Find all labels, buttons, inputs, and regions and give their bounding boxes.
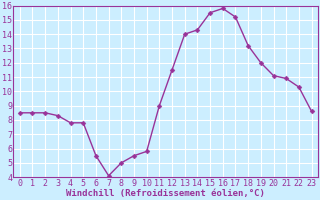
X-axis label: Windchill (Refroidissement éolien,°C): Windchill (Refroidissement éolien,°C) — [66, 189, 265, 198]
